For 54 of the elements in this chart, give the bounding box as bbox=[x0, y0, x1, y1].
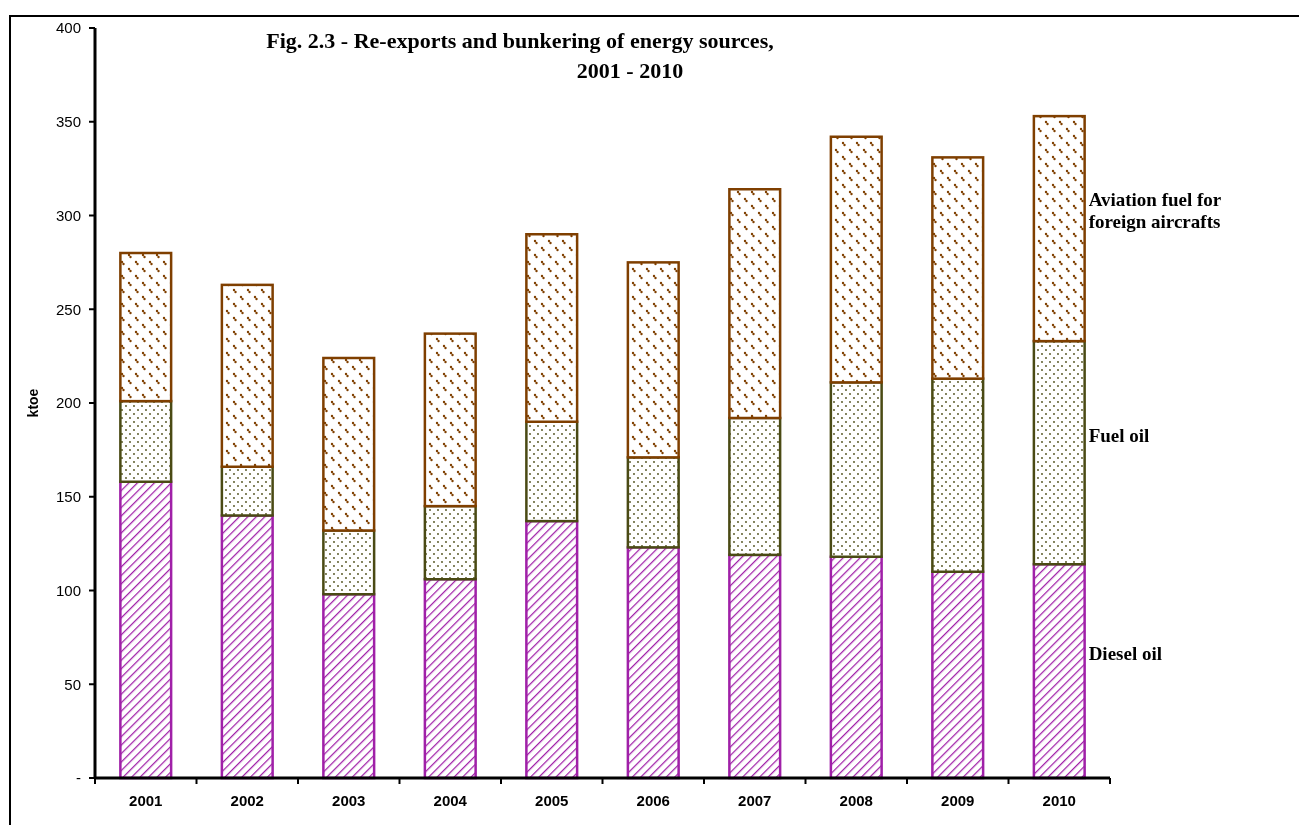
x-tick-label: 2006 bbox=[636, 792, 670, 809]
x-tick-label: 2008 bbox=[839, 792, 873, 809]
x-tick-label: 2010 bbox=[1042, 792, 1076, 809]
bar bbox=[525, 420, 579, 523]
x-tick-label: 2003 bbox=[332, 792, 366, 809]
x-tick-label: 2007 bbox=[738, 792, 772, 809]
series-label: Diesel oil bbox=[1088, 643, 1162, 665]
bar bbox=[525, 519, 579, 780]
bar bbox=[525, 233, 579, 423]
x-tick-label: 2005 bbox=[535, 792, 569, 809]
bar bbox=[423, 332, 477, 508]
text: Fig. 2.3 - Re-exports and bunkering of energy sources, 2001 - 2010 bbox=[266, 28, 774, 83]
bar bbox=[1032, 339, 1086, 566]
bar bbox=[220, 465, 274, 517]
x-tick-label: 2001 bbox=[129, 792, 163, 809]
bar bbox=[322, 593, 376, 780]
bar bbox=[728, 188, 782, 420]
bar bbox=[626, 546, 680, 780]
bar bbox=[322, 356, 376, 532]
bar bbox=[1032, 563, 1086, 780]
bar bbox=[931, 570, 985, 780]
bar bbox=[220, 514, 274, 780]
y-tick-label: 50 bbox=[64, 675, 81, 693]
bar bbox=[829, 135, 883, 384]
bar bbox=[119, 480, 173, 780]
y-tick-label: 150 bbox=[55, 488, 81, 505]
bar bbox=[931, 156, 985, 380]
y-tick-label: 200 bbox=[55, 394, 81, 412]
bar bbox=[423, 504, 477, 581]
bar bbox=[119, 251, 173, 403]
bar bbox=[423, 578, 477, 780]
y-tick-label: 400 bbox=[55, 19, 81, 37]
y-tick-label: - bbox=[76, 769, 81, 787]
y-tick-label: 250 bbox=[55, 300, 81, 318]
x-tick-label: 2002 bbox=[230, 792, 264, 809]
x-tick-label: 2009 bbox=[941, 792, 975, 809]
series-label: Aviation fuel for foreign aircrafts bbox=[1088, 189, 1222, 233]
series-label: Fuel oil bbox=[1088, 424, 1150, 446]
bar bbox=[931, 377, 985, 573]
bar bbox=[322, 529, 376, 596]
bar bbox=[220, 283, 274, 468]
y-tick-label: 100 bbox=[55, 581, 81, 599]
y-tick-label: 350 bbox=[55, 113, 81, 130]
bar bbox=[626, 261, 680, 459]
bar bbox=[626, 456, 680, 549]
x-tick-label: 2004 bbox=[433, 792, 468, 809]
bar bbox=[728, 416, 782, 557]
bar bbox=[119, 399, 173, 483]
y-axis-title: ktoe bbox=[25, 388, 41, 418]
bar bbox=[728, 553, 782, 780]
bar bbox=[829, 555, 883, 780]
bar bbox=[1032, 114, 1086, 343]
y-tick-label: 300 bbox=[55, 206, 81, 224]
bar bbox=[829, 381, 883, 558]
